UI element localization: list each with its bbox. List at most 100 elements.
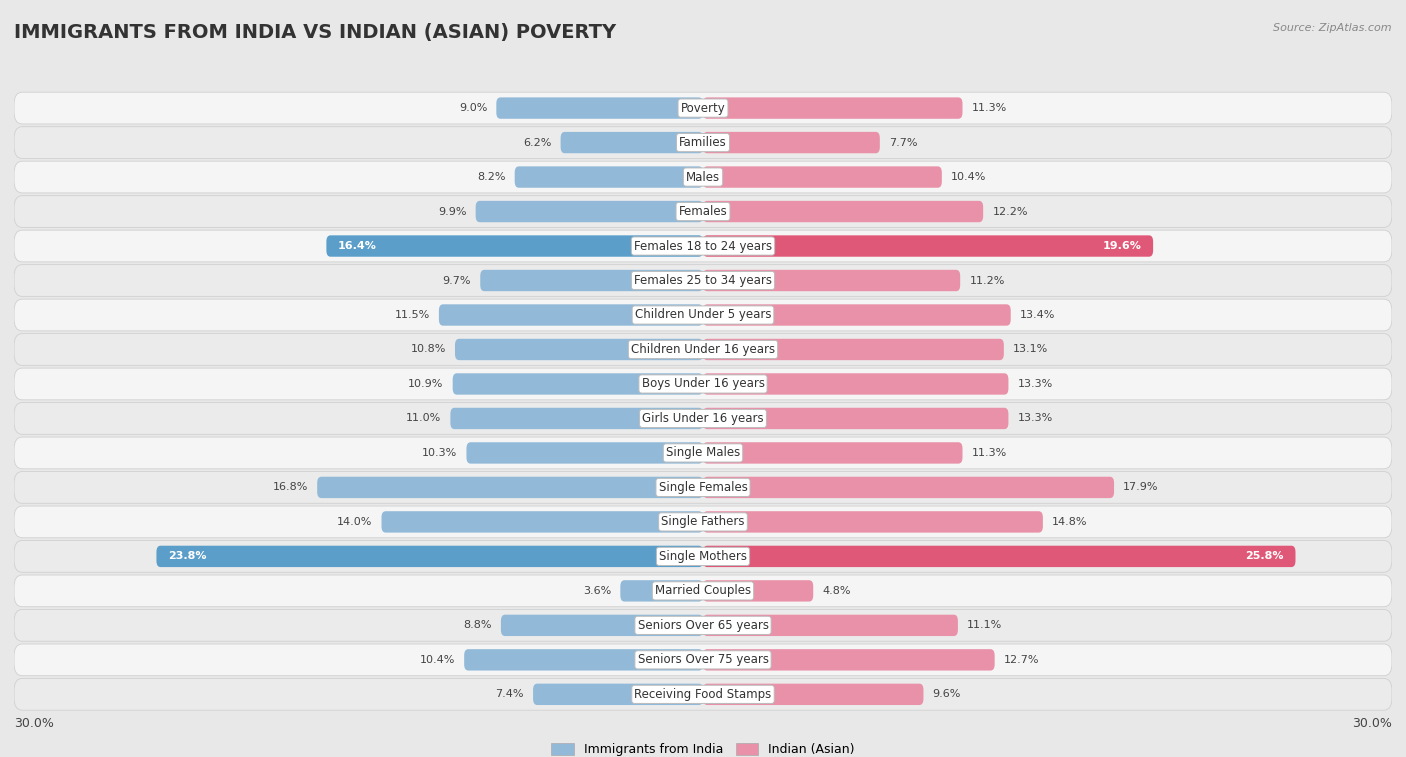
- FancyBboxPatch shape: [14, 92, 1392, 124]
- Text: 3.6%: 3.6%: [583, 586, 612, 596]
- FancyBboxPatch shape: [703, 408, 1008, 429]
- Text: 4.8%: 4.8%: [823, 586, 851, 596]
- FancyBboxPatch shape: [467, 442, 703, 463]
- FancyBboxPatch shape: [14, 334, 1392, 366]
- FancyBboxPatch shape: [703, 373, 1008, 394]
- FancyBboxPatch shape: [14, 437, 1392, 469]
- FancyBboxPatch shape: [561, 132, 703, 153]
- FancyBboxPatch shape: [453, 373, 703, 394]
- Text: IMMIGRANTS FROM INDIA VS INDIAN (ASIAN) POVERTY: IMMIGRANTS FROM INDIA VS INDIAN (ASIAN) …: [14, 23, 616, 42]
- Text: 13.3%: 13.3%: [1018, 379, 1053, 389]
- FancyBboxPatch shape: [475, 201, 703, 223]
- Text: Single Females: Single Females: [658, 481, 748, 494]
- Text: Seniors Over 65 years: Seniors Over 65 years: [637, 619, 769, 632]
- Text: 13.1%: 13.1%: [1012, 344, 1049, 354]
- FancyBboxPatch shape: [14, 609, 1392, 641]
- Text: Girls Under 16 years: Girls Under 16 years: [643, 412, 763, 425]
- Text: 25.8%: 25.8%: [1246, 551, 1284, 562]
- FancyBboxPatch shape: [14, 644, 1392, 676]
- Text: Children Under 5 years: Children Under 5 years: [634, 309, 772, 322]
- FancyBboxPatch shape: [450, 408, 703, 429]
- Text: 11.0%: 11.0%: [406, 413, 441, 423]
- Text: Males: Males: [686, 170, 720, 183]
- FancyBboxPatch shape: [703, 650, 994, 671]
- Text: Receiving Food Stamps: Receiving Food Stamps: [634, 688, 772, 701]
- Text: Boys Under 16 years: Boys Under 16 years: [641, 378, 765, 391]
- Text: 11.3%: 11.3%: [972, 103, 1007, 113]
- Text: Females 25 to 34 years: Females 25 to 34 years: [634, 274, 772, 287]
- Text: Children Under 16 years: Children Under 16 years: [631, 343, 775, 356]
- Text: Females 18 to 24 years: Females 18 to 24 years: [634, 239, 772, 253]
- Legend: Immigrants from India, Indian (Asian): Immigrants from India, Indian (Asian): [547, 738, 859, 757]
- FancyBboxPatch shape: [496, 98, 703, 119]
- FancyBboxPatch shape: [14, 540, 1392, 572]
- Text: Single Fathers: Single Fathers: [661, 516, 745, 528]
- Text: 30.0%: 30.0%: [14, 717, 53, 730]
- FancyBboxPatch shape: [703, 235, 1153, 257]
- Text: Single Mothers: Single Mothers: [659, 550, 747, 563]
- Text: 10.4%: 10.4%: [419, 655, 456, 665]
- Text: 9.0%: 9.0%: [458, 103, 486, 113]
- Text: 11.3%: 11.3%: [972, 448, 1007, 458]
- FancyBboxPatch shape: [14, 678, 1392, 710]
- Text: 10.8%: 10.8%: [411, 344, 446, 354]
- Text: 9.7%: 9.7%: [443, 276, 471, 285]
- Text: Married Couples: Married Couples: [655, 584, 751, 597]
- Text: 14.8%: 14.8%: [1052, 517, 1088, 527]
- FancyBboxPatch shape: [14, 299, 1392, 331]
- Text: 16.4%: 16.4%: [337, 241, 377, 251]
- FancyBboxPatch shape: [14, 368, 1392, 400]
- FancyBboxPatch shape: [533, 684, 703, 705]
- FancyBboxPatch shape: [703, 546, 1295, 567]
- Text: Single Males: Single Males: [666, 447, 740, 459]
- FancyBboxPatch shape: [703, 201, 983, 223]
- FancyBboxPatch shape: [14, 472, 1392, 503]
- Text: 8.2%: 8.2%: [477, 172, 506, 182]
- FancyBboxPatch shape: [620, 580, 703, 602]
- FancyBboxPatch shape: [14, 575, 1392, 607]
- Text: 23.8%: 23.8%: [167, 551, 207, 562]
- Text: 13.3%: 13.3%: [1018, 413, 1053, 423]
- Text: Source: ZipAtlas.com: Source: ZipAtlas.com: [1274, 23, 1392, 33]
- Text: 30.0%: 30.0%: [1353, 717, 1392, 730]
- Text: 12.7%: 12.7%: [1004, 655, 1039, 665]
- FancyBboxPatch shape: [14, 126, 1392, 158]
- Text: Seniors Over 75 years: Seniors Over 75 years: [637, 653, 769, 666]
- FancyBboxPatch shape: [326, 235, 703, 257]
- FancyBboxPatch shape: [318, 477, 703, 498]
- FancyBboxPatch shape: [14, 230, 1392, 262]
- FancyBboxPatch shape: [703, 269, 960, 291]
- Text: 10.3%: 10.3%: [422, 448, 457, 458]
- Text: 14.0%: 14.0%: [337, 517, 373, 527]
- FancyBboxPatch shape: [456, 339, 703, 360]
- Text: Females: Females: [679, 205, 727, 218]
- FancyBboxPatch shape: [501, 615, 703, 636]
- Text: 7.4%: 7.4%: [495, 690, 524, 699]
- Text: 12.2%: 12.2%: [993, 207, 1028, 217]
- FancyBboxPatch shape: [703, 167, 942, 188]
- Text: Families: Families: [679, 136, 727, 149]
- FancyBboxPatch shape: [703, 615, 957, 636]
- FancyBboxPatch shape: [481, 269, 703, 291]
- Text: 10.4%: 10.4%: [950, 172, 987, 182]
- FancyBboxPatch shape: [464, 650, 703, 671]
- FancyBboxPatch shape: [703, 580, 813, 602]
- FancyBboxPatch shape: [14, 506, 1392, 537]
- FancyBboxPatch shape: [381, 511, 703, 533]
- Text: 11.1%: 11.1%: [967, 621, 1002, 631]
- Text: 10.9%: 10.9%: [408, 379, 443, 389]
- Text: 19.6%: 19.6%: [1102, 241, 1142, 251]
- Text: 8.8%: 8.8%: [463, 621, 492, 631]
- Text: 13.4%: 13.4%: [1019, 310, 1056, 320]
- FancyBboxPatch shape: [703, 477, 1114, 498]
- FancyBboxPatch shape: [703, 98, 963, 119]
- Text: 11.2%: 11.2%: [969, 276, 1005, 285]
- Text: 9.9%: 9.9%: [437, 207, 467, 217]
- Text: 7.7%: 7.7%: [889, 138, 918, 148]
- FancyBboxPatch shape: [14, 195, 1392, 227]
- Text: Poverty: Poverty: [681, 101, 725, 114]
- FancyBboxPatch shape: [515, 167, 703, 188]
- Text: 6.2%: 6.2%: [523, 138, 551, 148]
- FancyBboxPatch shape: [703, 511, 1043, 533]
- FancyBboxPatch shape: [703, 339, 1004, 360]
